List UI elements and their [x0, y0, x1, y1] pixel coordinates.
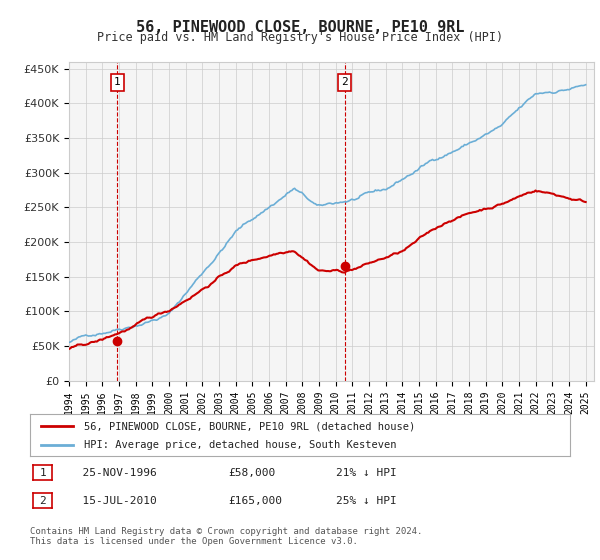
Text: HPI: Average price, detached house, South Kesteven: HPI: Average price, detached house, Sout…	[84, 440, 397, 450]
Text: 21% ↓ HPI: 21% ↓ HPI	[336, 468, 397, 478]
Text: 56, PINEWOOD CLOSE, BOURNE, PE10 9RL (detached house): 56, PINEWOOD CLOSE, BOURNE, PE10 9RL (de…	[84, 421, 415, 431]
Text: £58,000: £58,000	[228, 468, 275, 478]
Text: Contains HM Land Registry data © Crown copyright and database right 2024.
This d: Contains HM Land Registry data © Crown c…	[30, 526, 422, 546]
Text: £165,000: £165,000	[228, 496, 282, 506]
Text: Price paid vs. HM Land Registry's House Price Index (HPI): Price paid vs. HM Land Registry's House …	[97, 31, 503, 44]
Text: 25% ↓ HPI: 25% ↓ HPI	[336, 496, 397, 506]
Text: 1: 1	[114, 77, 121, 87]
Text: 15-JUL-2010: 15-JUL-2010	[69, 496, 157, 506]
Text: 56, PINEWOOD CLOSE, BOURNE, PE10 9RL: 56, PINEWOOD CLOSE, BOURNE, PE10 9RL	[136, 20, 464, 35]
Text: 2: 2	[39, 496, 46, 506]
Text: 2: 2	[341, 77, 348, 87]
Text: 1: 1	[39, 468, 46, 478]
Text: 25-NOV-1996: 25-NOV-1996	[69, 468, 157, 478]
